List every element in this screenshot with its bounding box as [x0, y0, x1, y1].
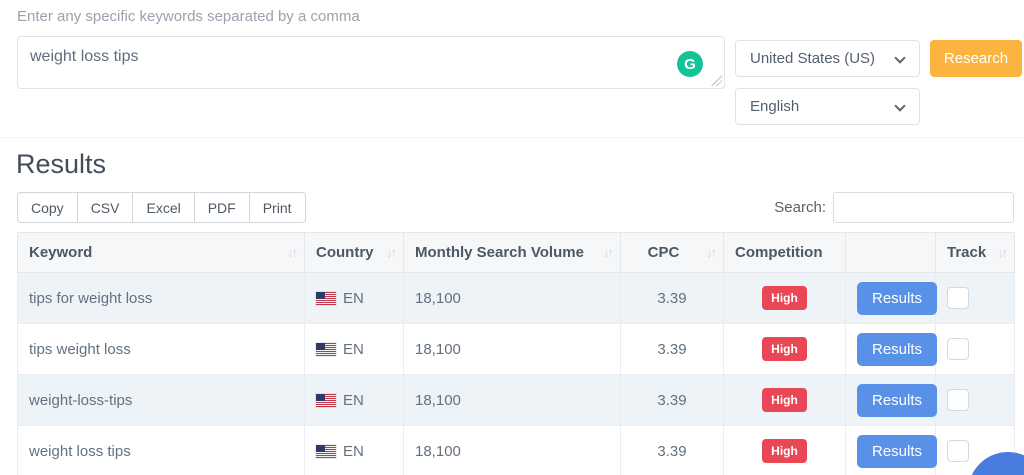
- table-search-area: Search:: [774, 192, 1014, 223]
- keyword-cell: tips weight loss: [17, 323, 305, 375]
- csv-button[interactable]: CSV: [76, 192, 134, 223]
- track-cell: [935, 272, 1015, 324]
- competition-cell: High: [723, 272, 846, 324]
- table-row: weight-loss-tips EN 18,100 3.39 High Res…: [17, 374, 1015, 426]
- track-cell: [935, 374, 1015, 426]
- volume-cell: 18,100: [403, 425, 621, 475]
- keyword-cell: weight-loss-tips: [17, 374, 305, 426]
- column-header-cpc[interactable]: CPC ↓↑: [620, 232, 724, 273]
- column-header-keyword[interactable]: Keyword ↓↑: [17, 232, 305, 273]
- excel-button[interactable]: Excel: [132, 192, 195, 223]
- language-select-value: English: [750, 98, 800, 115]
- table-row: tips for weight loss EN 18,100 3.39 High…: [17, 272, 1015, 324]
- results-table: Keyword ↓↑ Country ↓↑ Monthly Search Vol…: [17, 232, 1015, 475]
- actions-cell: Results: [845, 374, 938, 426]
- column-header-competition[interactable]: Competition: [723, 232, 846, 273]
- volume-cell: 18,100: [403, 374, 621, 426]
- cpc-cell: 3.39: [620, 272, 724, 324]
- copy-button[interactable]: Copy: [17, 192, 78, 223]
- competition-badge: High: [762, 388, 807, 412]
- keywords-input-wrap: weight loss tips G: [17, 36, 725, 89]
- table-row: weight loss tips EN 18,100 3.39 High Res…: [17, 425, 1015, 475]
- keywords-input[interactable]: weight loss tips: [17, 36, 725, 89]
- us-flag-icon: [316, 444, 336, 458]
- competition-cell: High: [723, 374, 846, 426]
- results-heading: Results: [16, 149, 107, 179]
- sort-arrows-icon: ↓↑: [386, 245, 397, 260]
- pdf-button[interactable]: PDF: [193, 192, 250, 223]
- keyword-cell: weight loss tips: [17, 425, 305, 475]
- grammarly-icon[interactable]: G: [677, 51, 703, 77]
- search-input[interactable]: [833, 192, 1014, 223]
- actions-cell: Results: [845, 323, 938, 375]
- export-button-group: Copy CSV Excel PDF Print: [17, 192, 306, 223]
- sort-arrows-icon: ↓↑: [287, 245, 298, 260]
- cpc-cell: 3.39: [620, 374, 724, 426]
- us-flag-icon: [316, 342, 336, 356]
- section-divider: [0, 137, 1024, 138]
- actions-cell: Results: [845, 425, 938, 475]
- keywords-form-label: Enter any specific keywords separated by…: [17, 8, 360, 25]
- table-row: tips weight loss EN 18,100 3.39 High Res…: [17, 323, 1015, 375]
- competition-badge: High: [762, 337, 807, 361]
- country-select-value: United States (US): [750, 50, 876, 67]
- chevron-down-icon: [894, 100, 906, 112]
- track-checkbox[interactable]: [947, 440, 969, 462]
- country-cell: EN: [304, 323, 404, 375]
- track-checkbox[interactable]: [947, 287, 969, 309]
- table-header-row: Keyword ↓↑ Country ↓↑ Monthly Search Vol…: [17, 232, 1015, 273]
- print-button[interactable]: Print: [248, 192, 306, 223]
- track-checkbox[interactable]: [947, 389, 969, 411]
- sort-arrows-icon: ↓↑: [603, 245, 614, 260]
- row-results-button[interactable]: Results: [857, 281, 938, 315]
- column-header-actions: [845, 232, 936, 273]
- country-cell: EN: [304, 374, 404, 426]
- competition-cell: High: [723, 425, 846, 475]
- competition-badge: High: [762, 439, 807, 463]
- us-flag-icon: [316, 291, 336, 305]
- textarea-resize-handle[interactable]: [711, 75, 722, 86]
- chevron-down-icon: [894, 52, 906, 64]
- cpc-cell: 3.39: [620, 425, 724, 475]
- country-cell: EN: [304, 272, 404, 324]
- competition-cell: High: [723, 323, 846, 375]
- track-cell: [935, 323, 1015, 375]
- country-cell: EN: [304, 425, 404, 475]
- volume-cell: 18,100: [403, 323, 621, 375]
- row-results-button[interactable]: Results: [857, 434, 938, 468]
- table-toolbar: Copy CSV Excel PDF Print Search:: [17, 192, 1014, 223]
- us-flag-icon: [316, 393, 336, 407]
- column-header-volume[interactable]: Monthly Search Volume ↓↑: [403, 232, 621, 273]
- competition-badge: High: [762, 286, 807, 310]
- volume-cell: 18,100: [403, 272, 621, 324]
- country-select[interactable]: United States (US): [735, 40, 920, 77]
- row-results-button[interactable]: Results: [857, 383, 938, 417]
- column-header-country[interactable]: Country ↓↑: [304, 232, 404, 273]
- actions-cell: Results: [845, 272, 938, 324]
- search-label: Search:: [774, 199, 826, 216]
- research-button[interactable]: Research: [930, 40, 1022, 77]
- keyword-cell: tips for weight loss: [17, 272, 305, 324]
- language-select[interactable]: English: [735, 88, 920, 125]
- column-header-track[interactable]: Track ↓↑: [935, 232, 1015, 273]
- sort-arrows-icon: ↓↑: [706, 245, 717, 260]
- sort-arrows-icon: ↓↑: [997, 245, 1008, 260]
- track-checkbox[interactable]: [947, 338, 969, 360]
- cpc-cell: 3.39: [620, 323, 724, 375]
- row-results-button[interactable]: Results: [857, 332, 938, 366]
